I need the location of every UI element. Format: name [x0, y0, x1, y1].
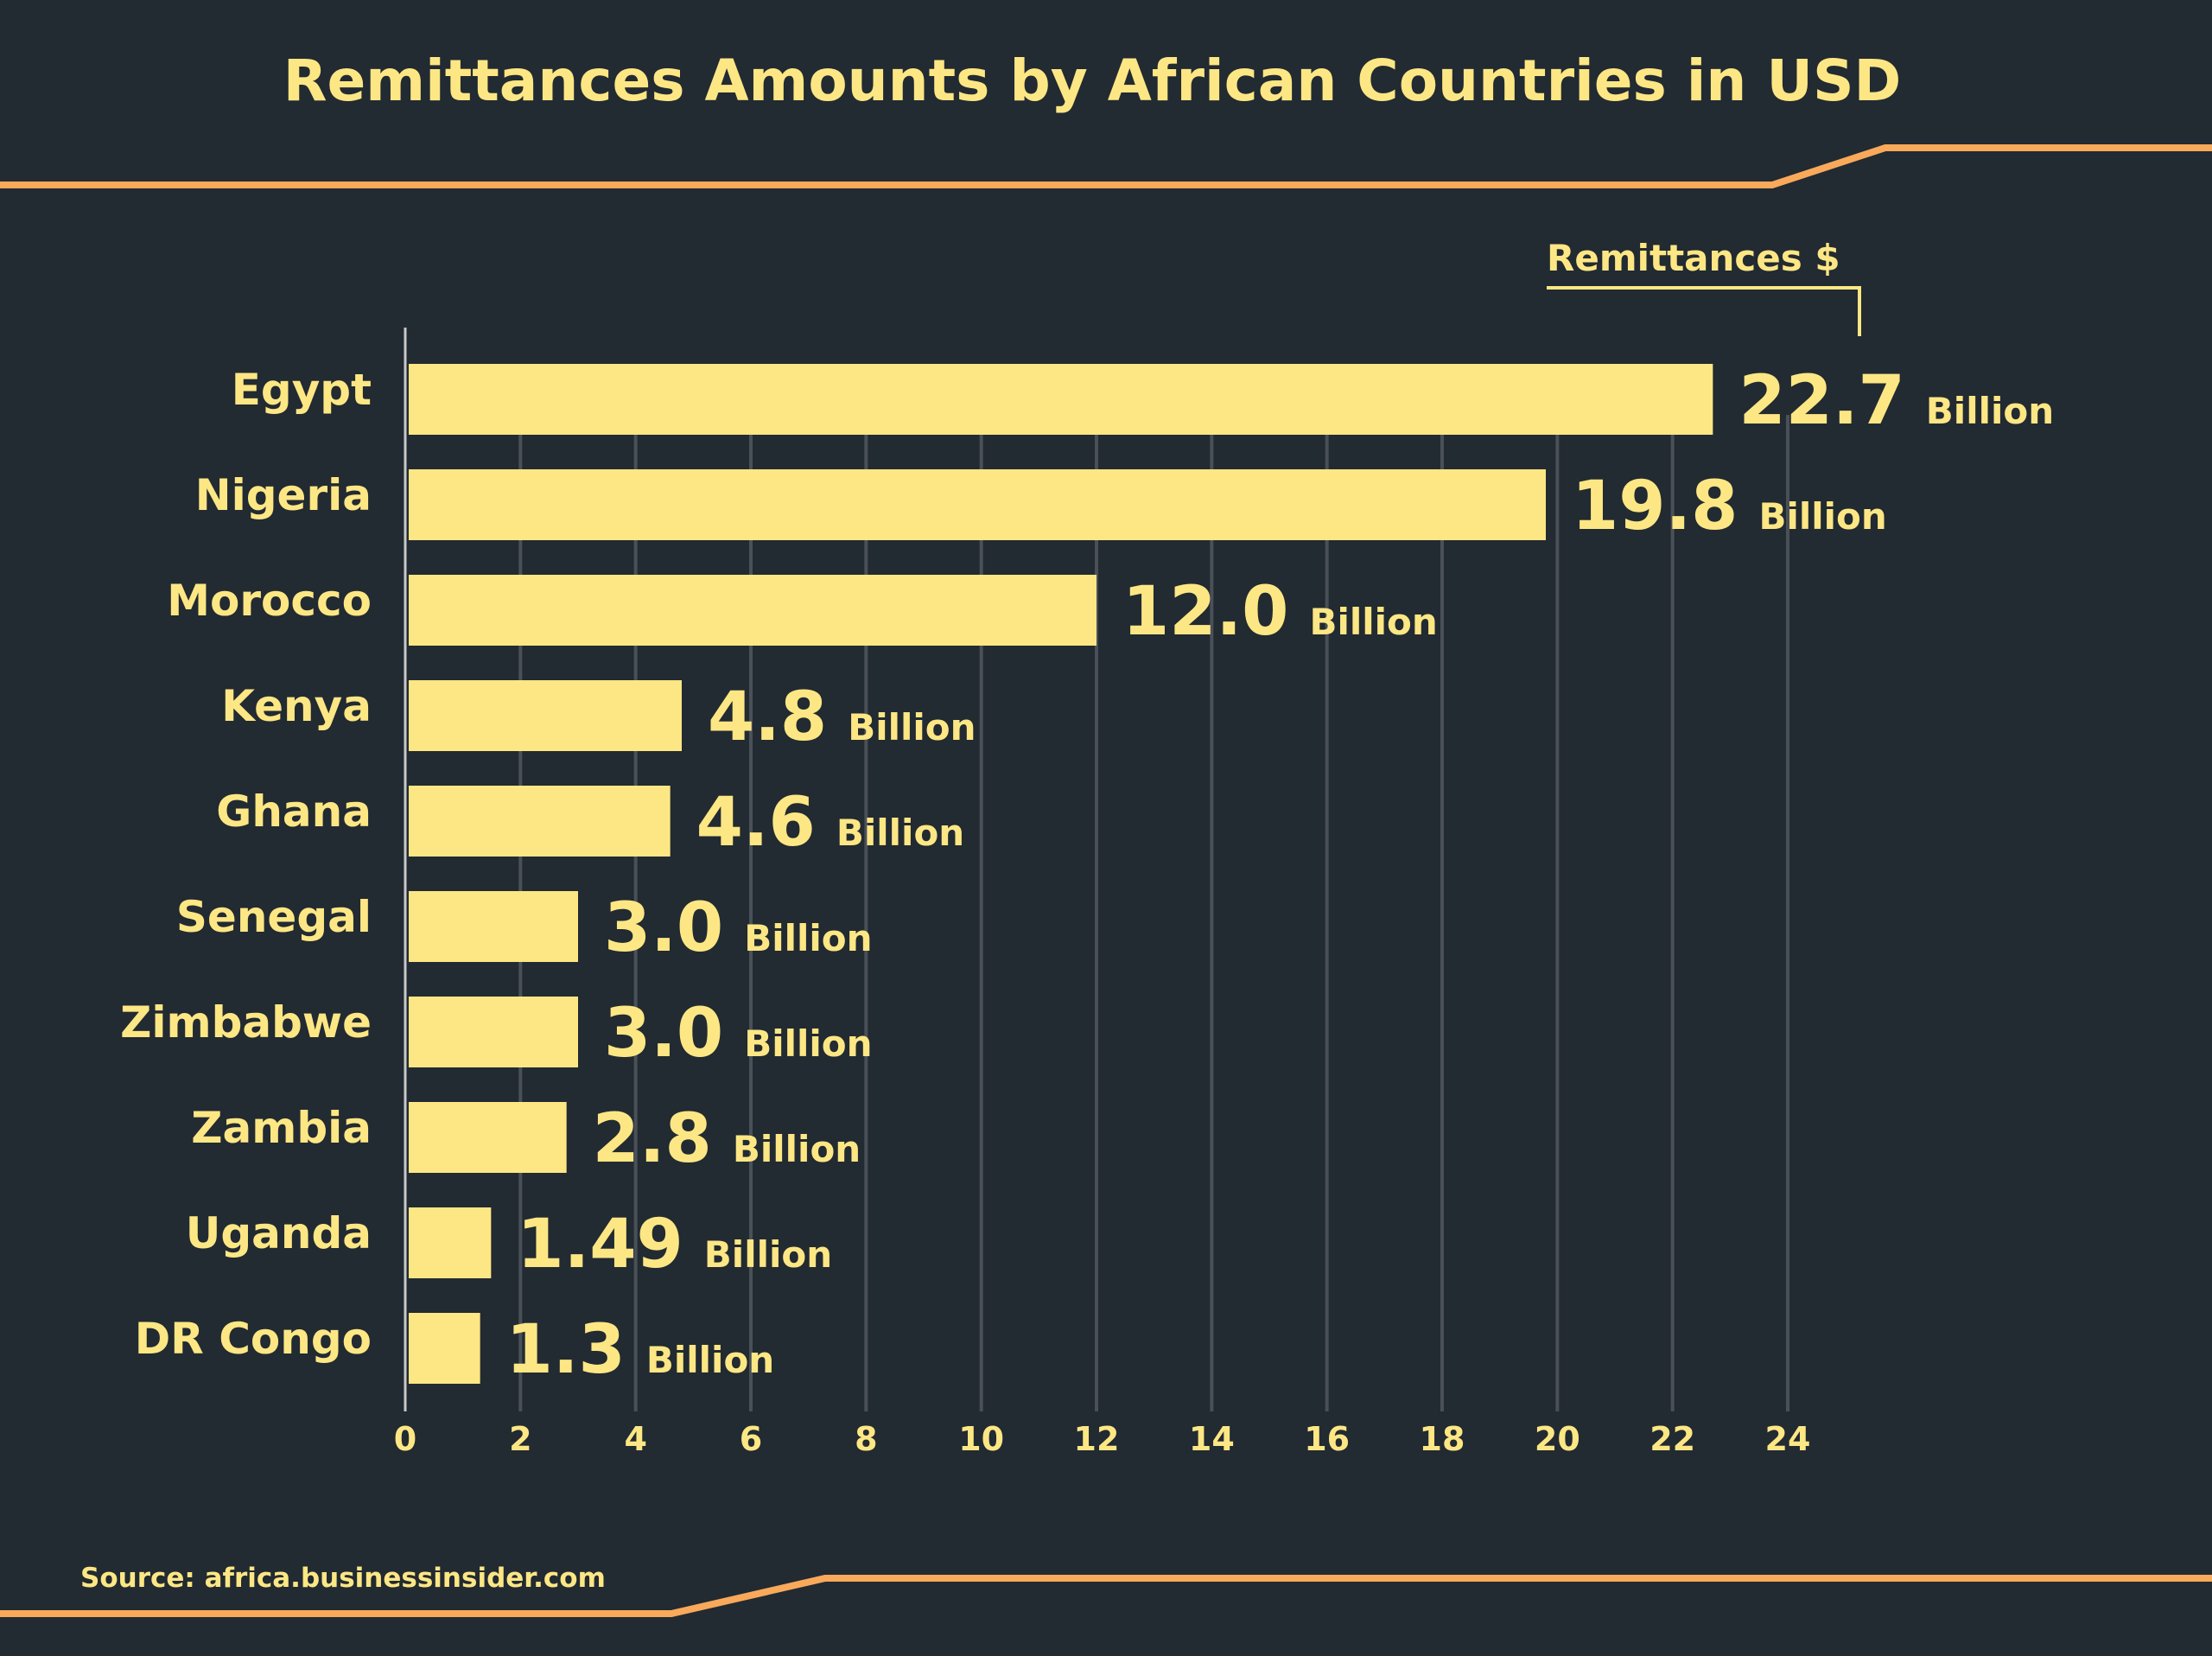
- value-label: 4.8 Billion: [708, 678, 976, 756]
- unit-label: Billion: [646, 1339, 774, 1381]
- bar: [409, 786, 671, 857]
- x-tick-label: 2: [509, 1420, 531, 1458]
- value-label: 1.3 Billion: [506, 1311, 775, 1389]
- legend-bracket: [1547, 286, 1861, 336]
- category-label: Morocco: [167, 576, 372, 626]
- category-label: Egypt: [232, 365, 372, 415]
- value-label: 22.7 Billion: [1738, 362, 2054, 440]
- category-label: Nigeria: [195, 470, 372, 520]
- x-axis-ticks: 0 2 4 6 8 10 12 14 16 18 20 22 24: [394, 1420, 1811, 1458]
- value-label: 19.8 Billion: [1572, 468, 1887, 545]
- category-label: Zimbabwe: [120, 997, 372, 1048]
- category-label: Uganda: [186, 1208, 372, 1258]
- x-tick-label: 14: [1189, 1420, 1235, 1458]
- bar-row: Ghana 4.6 Billion: [216, 784, 964, 862]
- x-tick-label: 18: [1420, 1420, 1465, 1458]
- bar: [409, 680, 682, 751]
- unit-label: Billion: [704, 1233, 832, 1276]
- bar: [409, 1313, 480, 1384]
- value-label: 3.0 Billion: [604, 995, 873, 1073]
- bar: [409, 891, 578, 962]
- value-label: 3.0 Billion: [604, 889, 873, 967]
- bar-row: Nigeria 19.8 Billion: [195, 468, 1887, 545]
- unit-label: Billion: [848, 706, 976, 748]
- bar: [409, 1102, 567, 1173]
- bar-row: Uganda 1.49 Billion: [186, 1206, 832, 1283]
- x-tick-label: 6: [740, 1420, 762, 1458]
- unit-label: Billion: [744, 1022, 872, 1065]
- unit-label: Billion: [1309, 601, 1437, 643]
- top-accent-line: [0, 144, 2212, 188]
- category-label: Zambia: [191, 1103, 372, 1153]
- x-tick-label: 4: [624, 1420, 646, 1458]
- value-label: 12.0 Billion: [1122, 573, 1438, 651]
- value-label: 1.49 Billion: [517, 1206, 832, 1283]
- unit-label: Billion: [836, 812, 964, 854]
- x-tick-label: 0: [394, 1420, 416, 1458]
- x-tick-label: 22: [1649, 1420, 1695, 1458]
- x-tick-label: 16: [1304, 1420, 1350, 1458]
- bar-row: Morocco 12.0 Billion: [167, 573, 1438, 651]
- bar: [409, 469, 1546, 540]
- unit-label: Billion: [1926, 390, 2054, 432]
- bar-row: Kenya 4.8 Billion: [221, 678, 976, 756]
- bar-row: Zimbabwe 3.0 Billion: [120, 995, 872, 1073]
- source-text: Source: africa.businessinsider.com: [80, 1563, 606, 1594]
- x-tick-label: 10: [958, 1420, 1004, 1458]
- bar-row: Senegal 3.0 Billion: [176, 889, 873, 967]
- category-label: Kenya: [221, 681, 372, 731]
- bar-row: DR Congo 1.3 Billion: [135, 1311, 774, 1389]
- x-tick-label: 20: [1535, 1420, 1580, 1458]
- bar: [409, 575, 1096, 646]
- chart-title: Remittances Amounts by African Countries…: [283, 48, 1902, 114]
- bar-row: Zambia 2.8 Billion: [191, 1100, 861, 1178]
- bottom-accent-line: [0, 1575, 2212, 1617]
- bar: [409, 1207, 492, 1278]
- category-label: Senegal: [176, 892, 372, 942]
- legend-label: Remittances $: [1547, 237, 1840, 279]
- category-label: Ghana: [216, 787, 372, 837]
- unit-label: Billion: [733, 1128, 861, 1170]
- bars: Egypt 22.7 Billion Nigeria 19.8 Billion Morocc…: [120, 362, 2054, 1389]
- x-tick-label: 24: [1765, 1420, 1811, 1458]
- x-tick-label: 8: [855, 1420, 877, 1458]
- x-tick-label: 12: [1074, 1420, 1120, 1458]
- value-label: 4.6 Billion: [696, 784, 965, 862]
- value-label: 2.8 Billion: [593, 1100, 861, 1178]
- category-label: DR Congo: [135, 1314, 372, 1364]
- unit-label: Billion: [1758, 495, 1886, 538]
- bar: [409, 997, 578, 1067]
- unit-label: Billion: [744, 917, 872, 959]
- bar: [409, 364, 1713, 435]
- bar-row: Egypt 22.7 Billion: [232, 362, 2054, 440]
